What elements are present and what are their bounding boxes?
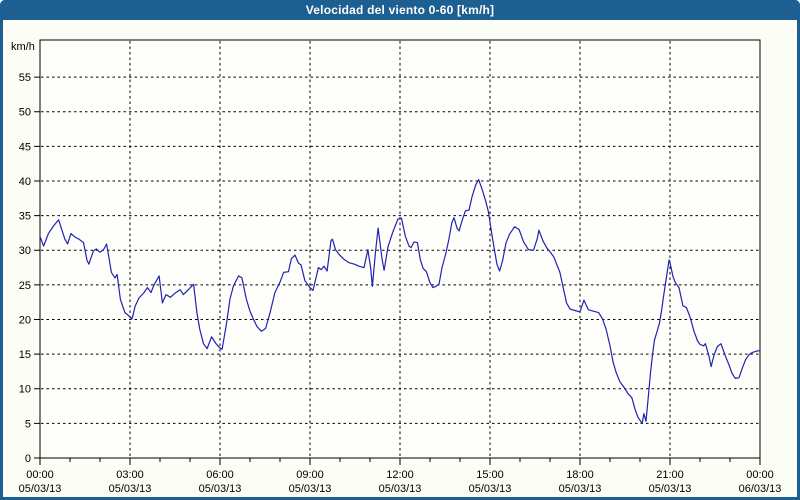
x-tick-time-label: 00:00 xyxy=(746,469,774,481)
x-tick-time-label: 09:00 xyxy=(296,469,324,481)
x-tick-date-label: 05/03/13 xyxy=(649,483,692,495)
chart-title-bar: Velocidad del viento 0-60 [km/h] xyxy=(0,0,800,20)
y-tick-label: 35 xyxy=(19,211,31,223)
x-tick-date-label: 05/03/13 xyxy=(559,483,602,495)
x-tick-date-label: 05/03/13 xyxy=(199,483,242,495)
y-tick-label: 30 xyxy=(19,245,31,257)
x-tick-time-label: 03:00 xyxy=(116,469,144,481)
x-tick-date-label: 05/03/13 xyxy=(109,483,152,495)
chart-title: Velocidad del viento 0-60 [km/h] xyxy=(305,3,495,17)
x-tick-date-label: 05/03/13 xyxy=(289,483,332,495)
y-tick-label: 45 xyxy=(19,141,31,153)
x-tick-time-label: 12:00 xyxy=(386,469,414,481)
y-tick-label: 5 xyxy=(25,418,31,430)
y-tick-label: 25 xyxy=(19,280,31,292)
y-axis-unit-label: km/h xyxy=(11,41,35,53)
x-tick-time-label: 06:00 xyxy=(206,469,234,481)
y-tick-label: 0 xyxy=(25,453,31,465)
x-tick-time-label: 18:00 xyxy=(566,469,594,481)
x-tick-time-label: 21:00 xyxy=(656,469,684,481)
x-tick-time-label: 15:00 xyxy=(476,469,504,481)
y-tick-label: 10 xyxy=(19,384,31,396)
x-tick-date-label: 05/03/13 xyxy=(469,483,512,495)
y-tick-label: 15 xyxy=(19,349,31,361)
x-tick-time-label: 00:00 xyxy=(26,469,54,481)
y-tick-label: 50 xyxy=(19,107,31,119)
x-tick-date-label: 06/03/13 xyxy=(739,483,782,495)
x-tick-date-label: 05/03/13 xyxy=(19,483,62,495)
x-tick-date-label: 05/03/13 xyxy=(379,483,422,495)
y-tick-label: 20 xyxy=(19,314,31,326)
wind-speed-series-line xyxy=(39,179,761,424)
y-tick-label: 55 xyxy=(19,72,31,84)
y-tick-label: 40 xyxy=(19,176,31,188)
